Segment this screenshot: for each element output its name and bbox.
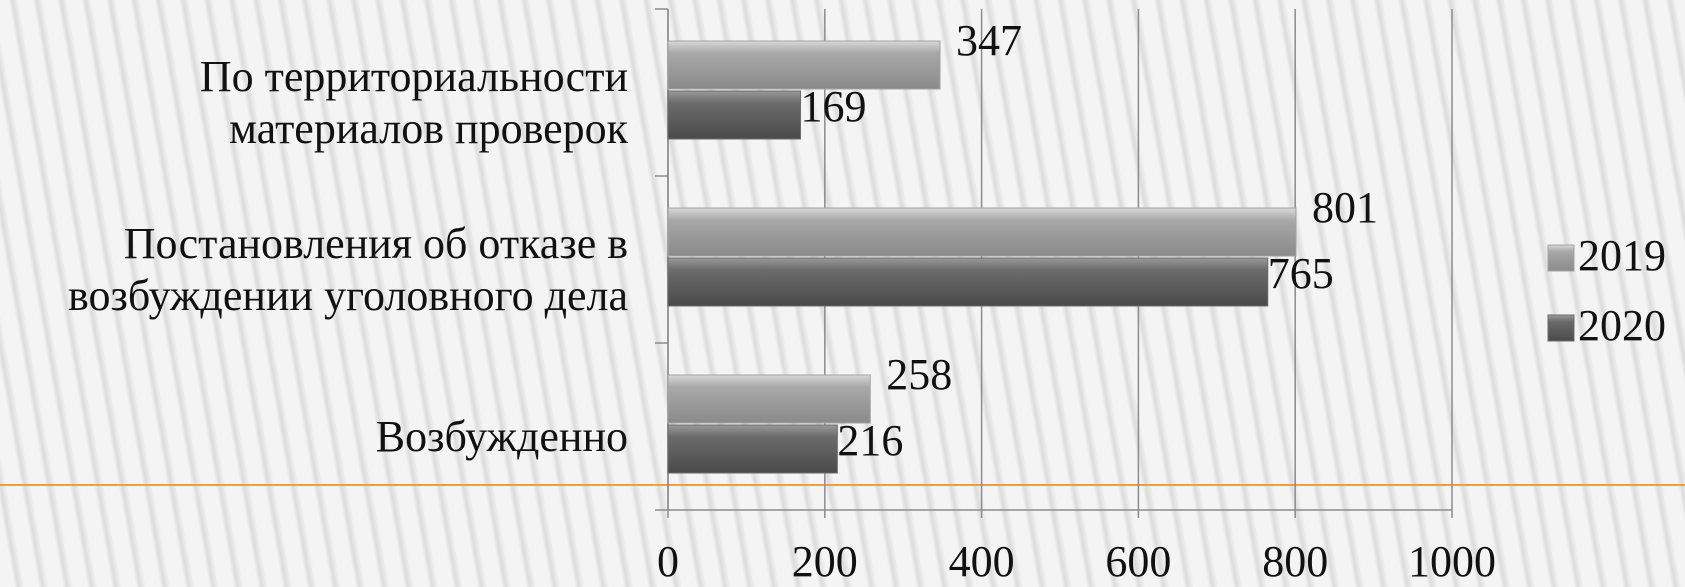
data-label: 765	[1268, 249, 1334, 298]
category-label: Постановления об отказе в возбуждении уг…	[68, 218, 628, 320]
legend-swatch	[1547, 314, 1575, 342]
bar	[667, 40, 941, 90]
legend-swatch	[1547, 244, 1575, 272]
bar	[667, 90, 801, 140]
category-label: По территориальности материалов проверок	[199, 51, 628, 153]
x-tick-label: 600	[1105, 537, 1171, 586]
legend-label: 2019	[1578, 231, 1666, 280]
data-label: 169	[800, 82, 866, 131]
x-tick-label: 1000	[1408, 537, 1496, 586]
bar	[667, 424, 838, 474]
legend-label: 2020	[1578, 301, 1666, 350]
x-tick-label: 400	[949, 537, 1015, 586]
category-label: Возбужденно	[375, 411, 628, 461]
data-label: 258	[886, 350, 952, 399]
bar	[667, 257, 1269, 307]
data-label: 801	[1312, 183, 1378, 232]
bar	[667, 374, 871, 424]
x-tick-label: 800	[1262, 537, 1328, 586]
data-label: 216	[837, 416, 903, 465]
x-tick-label: 200	[792, 537, 858, 586]
data-label: 347	[956, 16, 1022, 65]
x-tick-label: 0	[657, 537, 679, 586]
bar	[667, 207, 1297, 257]
